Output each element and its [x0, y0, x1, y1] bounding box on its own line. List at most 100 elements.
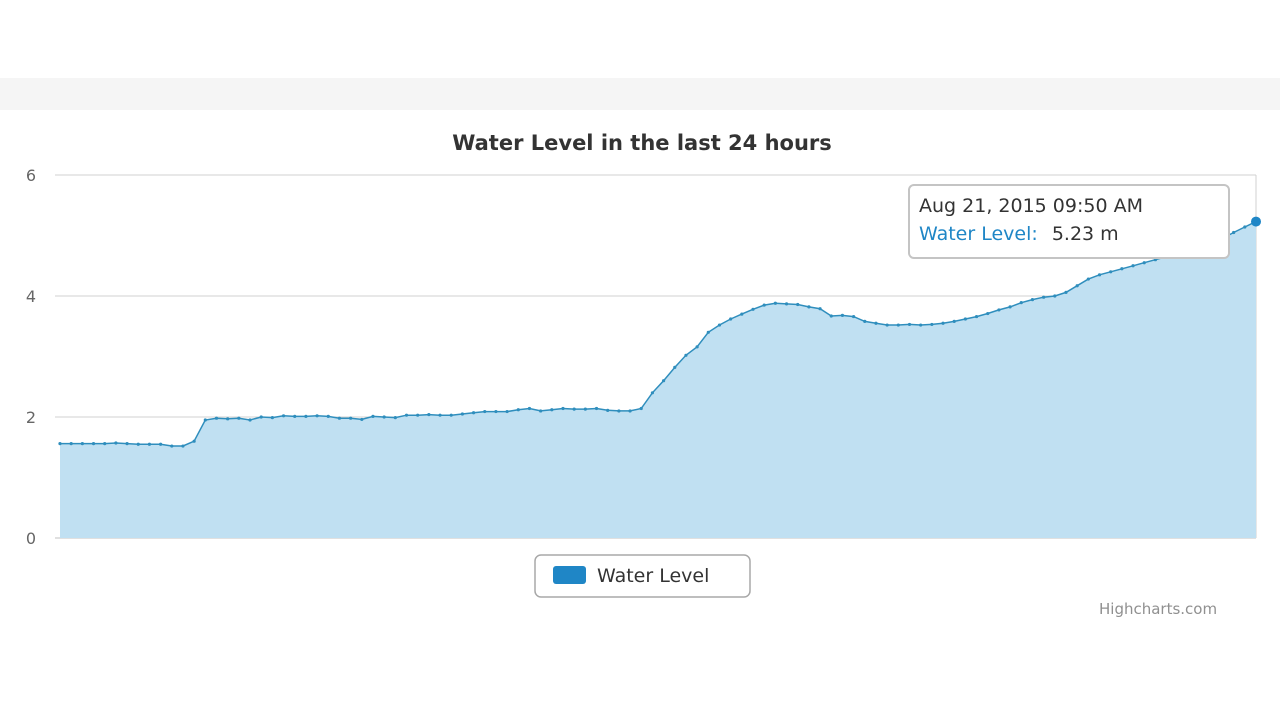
legend-swatch[interactable] [553, 566, 586, 584]
data-point[interactable] [583, 407, 587, 411]
data-point[interactable] [729, 317, 733, 321]
data-point[interactable] [997, 308, 1001, 312]
data-point[interactable] [416, 413, 420, 417]
data-point[interactable] [594, 406, 599, 411]
data-point[interactable] [326, 414, 330, 418]
data-point[interactable] [103, 442, 107, 446]
data-point[interactable] [740, 312, 744, 316]
data-point[interactable] [829, 314, 833, 318]
data-point[interactable] [974, 314, 979, 319]
data-point[interactable] [572, 407, 576, 411]
data-point[interactable] [1053, 294, 1057, 298]
data-point[interactable] [1064, 290, 1068, 294]
data-point[interactable] [852, 314, 856, 319]
data-point[interactable] [1086, 277, 1090, 281]
data-point[interactable] [438, 413, 442, 417]
data-point-hovered[interactable] [1251, 216, 1261, 227]
data-point[interactable] [1030, 298, 1035, 302]
data-point[interactable] [1120, 267, 1124, 271]
data-point[interactable] [650, 391, 655, 395]
data-point[interactable] [69, 442, 73, 446]
data-point[interactable] [270, 416, 274, 420]
data-point[interactable] [147, 442, 152, 446]
data-point[interactable] [192, 439, 196, 443]
data-point[interactable] [237, 416, 241, 420]
data-point[interactable] [784, 302, 789, 306]
data-point[interactable] [1243, 225, 1247, 229]
data-point[interactable] [404, 413, 409, 417]
data-point[interactable] [885, 323, 889, 327]
data-point[interactable] [561, 406, 565, 411]
data-point[interactable] [896, 323, 900, 327]
data-point[interactable] [639, 406, 643, 411]
data-point[interactable] [181, 444, 185, 448]
data-point[interactable] [360, 417, 364, 422]
data-point[interactable] [58, 442, 62, 446]
data-point[interactable] [1019, 301, 1023, 305]
data-point[interactable] [315, 414, 319, 418]
data-point[interactable] [952, 319, 956, 324]
data-point[interactable] [1109, 270, 1113, 274]
data-point[interactable] [170, 444, 174, 448]
data-point[interactable] [717, 323, 722, 327]
data-point[interactable] [114, 441, 118, 445]
data-point[interactable] [661, 379, 666, 383]
legend[interactable]: Water Level [534, 554, 751, 598]
data-point[interactable] [483, 409, 487, 414]
data-point[interactable] [751, 307, 755, 311]
data-point[interactable] [1142, 261, 1146, 265]
data-point[interactable] [393, 416, 397, 420]
data-point[interactable] [874, 321, 878, 325]
data-point[interactable] [1075, 284, 1079, 288]
data-point[interactable] [281, 414, 286, 418]
data-point[interactable] [125, 442, 129, 446]
data-point[interactable] [863, 319, 867, 324]
data-point[interactable] [382, 415, 386, 419]
data-point[interactable] [919, 323, 923, 327]
data-point[interactable] [427, 412, 431, 417]
data-point[interactable] [158, 442, 163, 446]
data-point[interactable] [80, 442, 84, 446]
data-point[interactable] [941, 321, 945, 325]
legend-box[interactable] [534, 554, 751, 598]
data-point[interactable] [460, 412, 464, 416]
data-point[interactable] [1097, 273, 1102, 277]
data-point[interactable] [706, 330, 710, 334]
data-point[interactable] [628, 409, 632, 413]
data-point[interactable] [1232, 230, 1236, 235]
data-point[interactable] [539, 409, 543, 413]
data-point[interactable] [840, 313, 845, 317]
data-point[interactable] [304, 414, 308, 418]
data-point[interactable] [907, 322, 912, 327]
data-point[interactable] [673, 365, 677, 369]
data-point[interactable] [930, 322, 934, 327]
data-point[interactable] [516, 408, 520, 412]
data-point[interactable] [248, 418, 252, 422]
data-point[interactable] [762, 303, 766, 307]
data-point[interactable] [293, 414, 297, 418]
data-point[interactable] [807, 305, 811, 309]
data-point[interactable] [963, 317, 967, 321]
data-point[interactable] [136, 442, 140, 446]
data-point[interactable] [203, 418, 207, 422]
data-point[interactable] [695, 345, 699, 349]
data-point[interactable] [91, 442, 96, 446]
data-point[interactable] [796, 302, 800, 307]
data-point[interactable] [337, 416, 342, 420]
data-point[interactable] [606, 408, 610, 412]
data-point[interactable] [1131, 264, 1135, 268]
data-point[interactable] [259, 415, 263, 419]
data-point[interactable] [214, 416, 219, 420]
data-point[interactable] [684, 353, 688, 357]
data-point[interactable] [371, 414, 375, 418]
data-point[interactable] [505, 409, 509, 414]
data-point[interactable] [550, 408, 554, 412]
data-point[interactable] [349, 416, 353, 420]
data-point[interactable] [1042, 295, 1046, 299]
data-point[interactable] [773, 301, 777, 305]
data-point[interactable] [494, 409, 498, 414]
data-point[interactable] [226, 417, 230, 421]
highcharts-credit[interactable]: Highcharts.com [1099, 600, 1218, 618]
data-point[interactable] [986, 311, 990, 316]
legend-label[interactable]: Water Level [597, 565, 709, 587]
